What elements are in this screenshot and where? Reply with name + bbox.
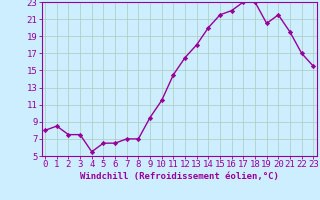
X-axis label: Windchill (Refroidissement éolien,°C): Windchill (Refroidissement éolien,°C) [80,172,279,181]
